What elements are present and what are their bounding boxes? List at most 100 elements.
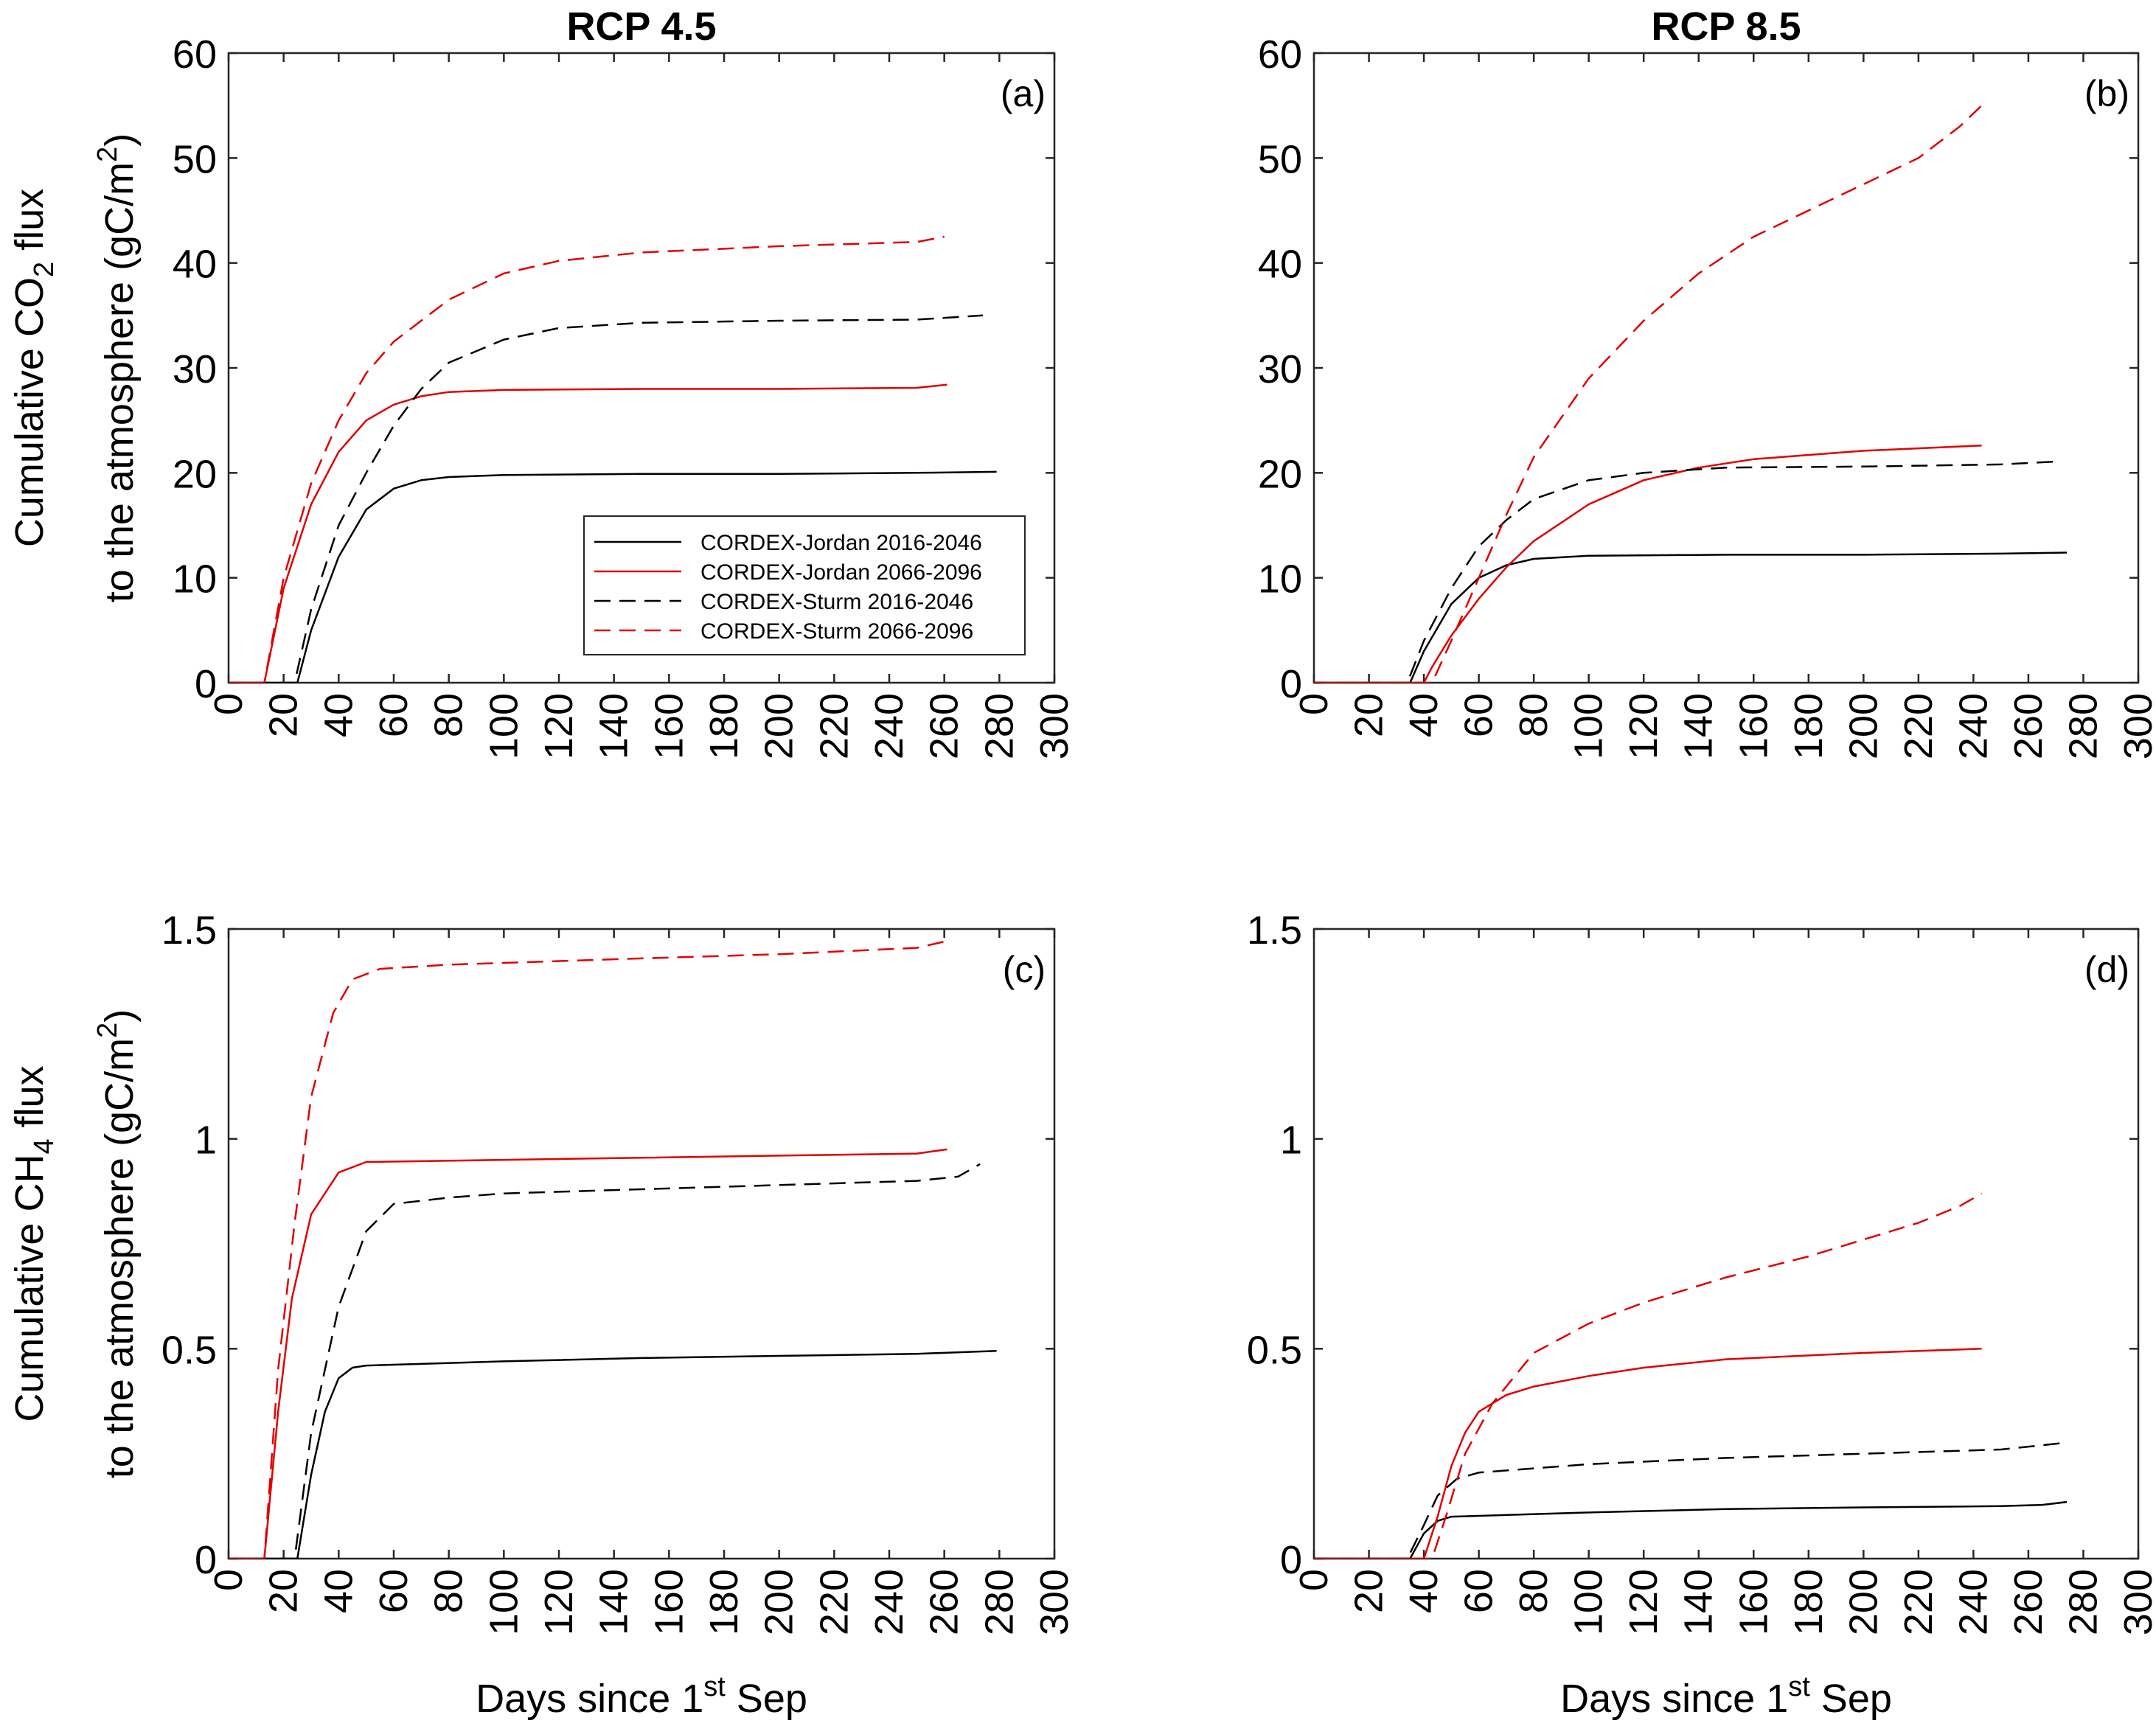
y-label-text: to the atmosphere (gC/m: [97, 162, 142, 602]
series-line: [229, 1163, 981, 1559]
y-tick-label: 60: [173, 32, 217, 77]
x-tick-label: 280: [977, 1569, 1021, 1635]
panel-label: (d): [2084, 949, 2129, 990]
x-tick-label: 240: [1951, 693, 1995, 759]
legend-label: CORDEX-Sturm 2066-2096: [700, 619, 973, 644]
y-tick-label: 20: [173, 452, 217, 496]
x-tick-label: 0: [206, 693, 251, 715]
x-tick-label: 0: [1292, 1569, 1336, 1591]
x-tick-label: 20: [262, 693, 306, 737]
x-tick-label: 220: [812, 693, 856, 759]
series-line: [229, 940, 945, 1559]
x-label-text: Days since 1: [476, 1677, 703, 1721]
y-tick-label: 0: [195, 1538, 217, 1582]
x-tick-label: 160: [647, 1569, 691, 1635]
x-tick-label: 280: [2061, 1569, 2105, 1635]
x-tick-label: 80: [427, 693, 471, 737]
y-tick-label: 20: [1258, 452, 1302, 496]
x-tick-label: 300: [2116, 693, 2156, 759]
x-tick-label: 180: [702, 1569, 746, 1635]
y-label-superscript: 2: [92, 1023, 123, 1038]
y-tick-label: 0.5: [1247, 1328, 1302, 1372]
y-tick-label: 1.5: [1247, 908, 1302, 953]
x-tick-label: 160: [1731, 693, 1776, 759]
x-tick-label: 180: [702, 693, 746, 759]
legend-label: CORDEX-Sturm 2016-2046: [700, 590, 973, 614]
x-tick-label: 20: [1347, 693, 1391, 737]
y-tick-label: 60: [1258, 32, 1302, 77]
x-tick-label: 300: [1032, 693, 1077, 759]
panel-label: (c): [1003, 949, 1046, 990]
x-tick-label: 120: [1621, 693, 1666, 759]
y-tick-label: 0: [1280, 662, 1302, 706]
x-tick-label: 20: [262, 1569, 306, 1613]
x-tick-label: 0: [206, 1569, 251, 1591]
series-line: [229, 235, 945, 683]
series-line: [229, 1148, 947, 1559]
x-tick-label: 180: [1787, 1569, 1831, 1635]
x-tick-label: 160: [647, 693, 691, 759]
x-tick-label: 80: [1512, 1569, 1556, 1613]
y-axis-label-line2: to the atmosphere (gC/m2): [92, 1009, 142, 1478]
x-tick-label: 260: [2006, 693, 2051, 759]
panel-label: (b): [2084, 73, 2129, 114]
y-tick-label: 0: [1280, 1538, 1302, 1582]
x-label-text: Days since 1: [1560, 1677, 1788, 1721]
x-tick-label: 240: [1951, 1569, 1995, 1635]
series-line: [1314, 1192, 1983, 1559]
x-tick-label: 20: [1347, 1569, 1391, 1613]
x-tick-label: 40: [1402, 1569, 1446, 1613]
y-label-text: Cumulative CO: [7, 277, 52, 547]
x-tick-label: 100: [481, 693, 526, 759]
y-label-text: flux: [7, 1065, 52, 1138]
legend: CORDEX-Jordan 2016-2046 CORDEX-Jordan 206…: [583, 515, 1026, 655]
y-tick-label: 1: [1280, 1118, 1302, 1163]
series-group: [229, 235, 997, 683]
x-tick-label: 260: [922, 1569, 967, 1635]
x-tick-label: 100: [481, 1569, 526, 1635]
x-tick-label: 60: [372, 693, 416, 737]
y-label-text: flux: [7, 189, 52, 262]
y-tick-label: 10: [173, 557, 217, 602]
legend-label: CORDEX-Jordan 2016-2046: [700, 531, 982, 555]
y-tick-label: 40: [173, 243, 217, 287]
legend-box: [583, 515, 1026, 655]
x-tick-label: 200: [1841, 693, 1885, 759]
x-tick-label: 80: [1512, 693, 1556, 737]
x-tick-label: 260: [2006, 1569, 2051, 1635]
x-tick-label: 140: [592, 1569, 636, 1635]
x-label-superscript: st: [703, 1671, 726, 1702]
y-tick-label: 30: [1258, 347, 1302, 392]
x-tick-label: 120: [537, 693, 581, 759]
x-tick-label: 60: [372, 1569, 416, 1613]
x-tick-label: 200: [757, 1569, 801, 1635]
series-line: [1314, 551, 2068, 683]
y-label-text: Cumulative CH: [7, 1155, 52, 1422]
x-label-superscript: st: [1788, 1671, 1810, 1702]
y-tick-label: 1.5: [161, 908, 217, 953]
x-tick-label: 220: [1896, 693, 1941, 759]
x-axis-label: Days since 1st Sep: [476, 1671, 807, 1721]
x-tick-label: 240: [867, 1569, 911, 1635]
x-tick-label: 220: [1896, 1569, 1941, 1635]
y-axis-label-line2: to the atmosphere (gC/m2): [92, 133, 142, 602]
x-tick-label: 40: [1402, 693, 1446, 737]
series-line: [1314, 460, 2062, 683]
x-tick-label: 300: [2116, 1569, 2156, 1635]
x-tick-label: 60: [1457, 1569, 1501, 1613]
x-label-text: Sep: [1810, 1677, 1892, 1721]
panel-a: 0 20 40 60 80 100 120 140 160 180 200 220 240 260 280 3…: [7, 4, 1077, 759]
x-axis-label: Days since 1st Sep: [1560, 1671, 1892, 1721]
x-tick-label: 200: [1841, 1569, 1885, 1635]
x-tick-label: 80: [427, 1569, 471, 1613]
x-tick-label: 40: [316, 693, 361, 737]
axes-frame: [1312, 928, 2140, 1560]
axes-frame: [227, 928, 1056, 1560]
series-line: [229, 314, 983, 683]
x-tick-label: 260: [922, 693, 967, 759]
series-line: [229, 470, 997, 683]
x-tick-label: 240: [867, 693, 911, 759]
series-line: [229, 383, 947, 683]
y-label-subscript: 2: [29, 262, 60, 277]
x-tick-label: 100: [1567, 1569, 1611, 1635]
